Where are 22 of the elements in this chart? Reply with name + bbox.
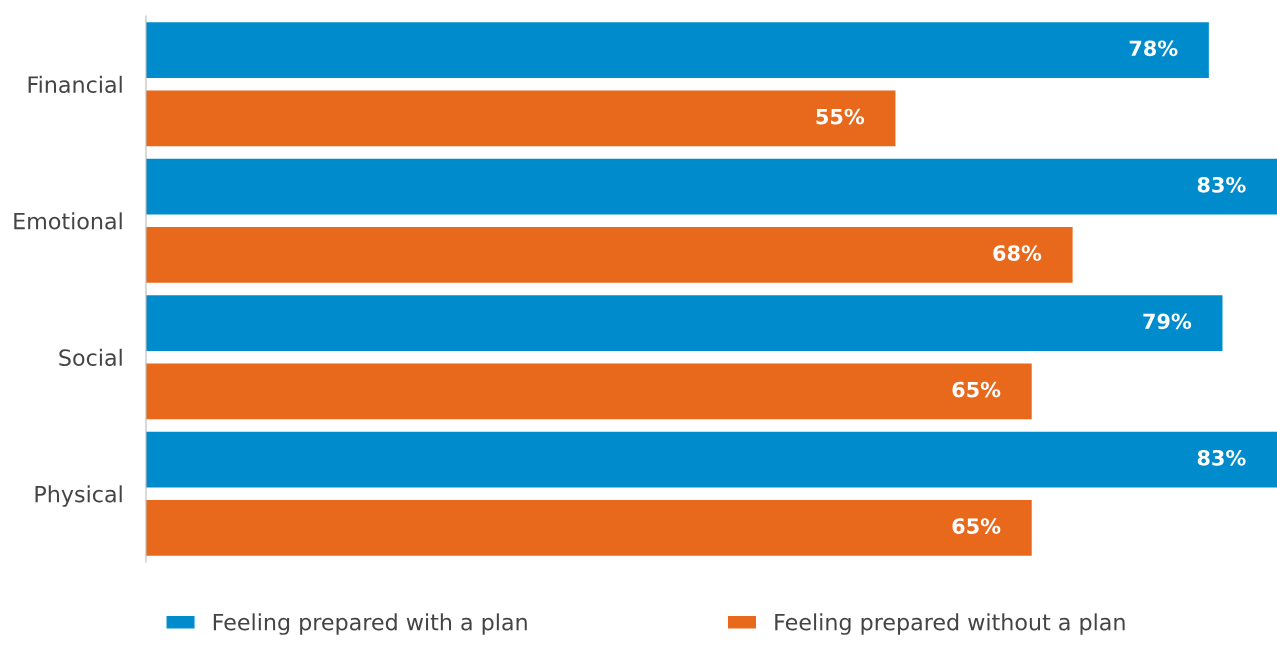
data-label: 68%: [993, 245, 1042, 261]
bar: [146, 22, 1209, 79]
data-label: 65%: [952, 381, 1001, 398]
data-label: 83%: [1197, 176, 1246, 193]
y-tick-label: Physical: [35, 485, 122, 507]
data-label: 79%: [1143, 313, 1192, 330]
legend-label: Feeling prepared with a plan: [213, 613, 527, 635]
data-label: 65%: [952, 518, 1001, 534]
bar: [146, 158, 1277, 215]
data-label: 55%: [816, 108, 865, 125]
data-label: 78%: [1129, 40, 1178, 57]
y-tick-label: Social: [59, 348, 122, 367]
y-tick-label: Financial: [28, 75, 122, 94]
bar: [146, 90, 896, 147]
data-label: 83%: [1197, 449, 1246, 466]
legend-label: Feeling prepared without a plan: [775, 613, 1125, 635]
bar: [146, 499, 1032, 556]
bar: [146, 226, 1073, 283]
y-tick-label: Emotional: [14, 212, 122, 230]
bar: [146, 431, 1277, 488]
bar: [146, 363, 1032, 420]
bar: [146, 295, 1223, 352]
